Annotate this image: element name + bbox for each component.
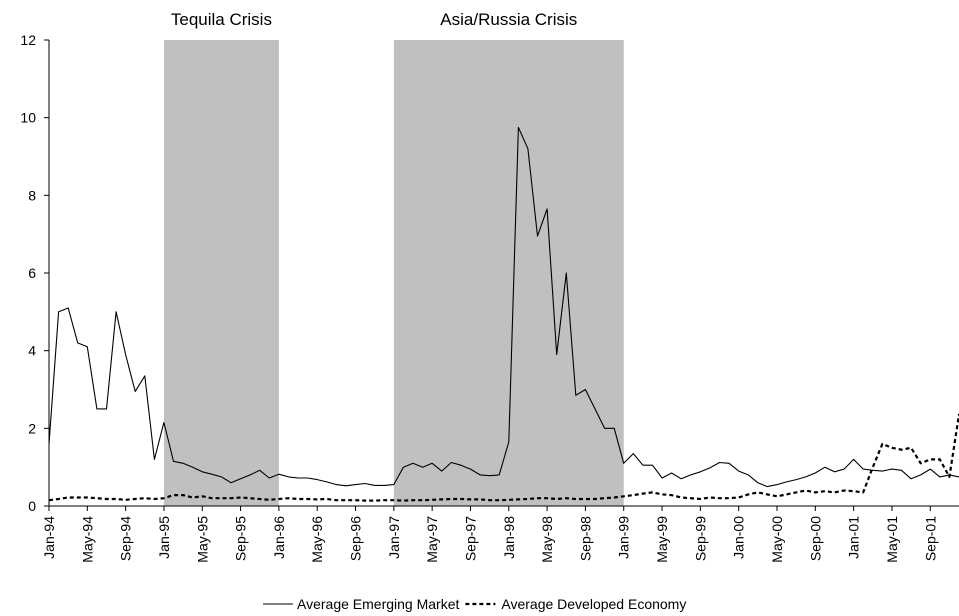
x-tick-label-22: May-01 xyxy=(884,516,900,563)
series-line-0 xyxy=(48,126,959,488)
y-tick-label-0: 0 xyxy=(28,498,36,514)
y-tick-label-4: 8 xyxy=(28,187,36,203)
shaded-period-0 xyxy=(163,40,279,506)
x-tick-label-6: Jan-96 xyxy=(271,516,287,559)
y-tick-label-6: 12 xyxy=(20,32,36,48)
legend: Average Emerging Market Average Developed… xyxy=(263,596,686,612)
legend-label-0: Average Emerging Market xyxy=(297,596,459,612)
x-tick-label-1: May-94 xyxy=(79,516,95,563)
x-tick-label-23: Sep-01 xyxy=(922,516,938,561)
y-tick-label-3: 6 xyxy=(28,265,36,281)
x-tick-label-20: Sep-00 xyxy=(807,516,823,561)
x-tick-label-14: Sep-98 xyxy=(577,516,593,561)
x-tick-label-15: Jan-99 xyxy=(616,516,632,559)
shaded-periods xyxy=(163,40,624,506)
x-tick-label-3: Jan-95 xyxy=(156,516,172,559)
x-tick-label-13: May-98 xyxy=(539,516,555,563)
y-tick-label-2: 4 xyxy=(28,343,36,359)
shaded-period-labels: Tequila Crisis Asia/Russia Crisis xyxy=(171,10,577,29)
series-line-1 xyxy=(48,413,959,502)
x-tick-label-10: May-97 xyxy=(424,516,440,563)
x-tick-label-2: Sep-94 xyxy=(118,516,134,561)
series-lines xyxy=(48,126,959,502)
x-tick-label-19: May-00 xyxy=(769,516,785,563)
x-tick-label-7: May-96 xyxy=(309,516,325,563)
x-tick-label-5: Sep-95 xyxy=(233,516,249,561)
x-tick-label-8: Sep-96 xyxy=(348,516,364,561)
shaded-period-label-1: Asia/Russia Crisis xyxy=(440,10,577,29)
x-tick-label-9: Jan-97 xyxy=(386,516,402,559)
x-tick-label-17: Sep-99 xyxy=(692,516,708,561)
x-tick-label-0: Jan-94 xyxy=(41,516,57,559)
legend-label-1: Average Developed Economy xyxy=(501,596,686,612)
x-tick-label-16: May-99 xyxy=(654,516,670,563)
x-tick-label-21: Jan-01 xyxy=(846,516,862,559)
axes: 0 2 4 6 8 10 12 Jan-94 May-94 Sep-94 Jan-95 May-95 S… xyxy=(20,32,959,563)
y-tick-label-5: 10 xyxy=(20,110,36,126)
x-tick-label-18: Jan-00 xyxy=(731,516,747,559)
x-tick-label-12: Jan-98 xyxy=(501,516,517,559)
x-tick-label-11: Sep-97 xyxy=(462,516,478,561)
shaded-period-label-0: Tequila Crisis xyxy=(171,10,272,29)
y-tick-label-1: 2 xyxy=(28,420,36,436)
x-tick-label-4: May-95 xyxy=(194,516,210,563)
